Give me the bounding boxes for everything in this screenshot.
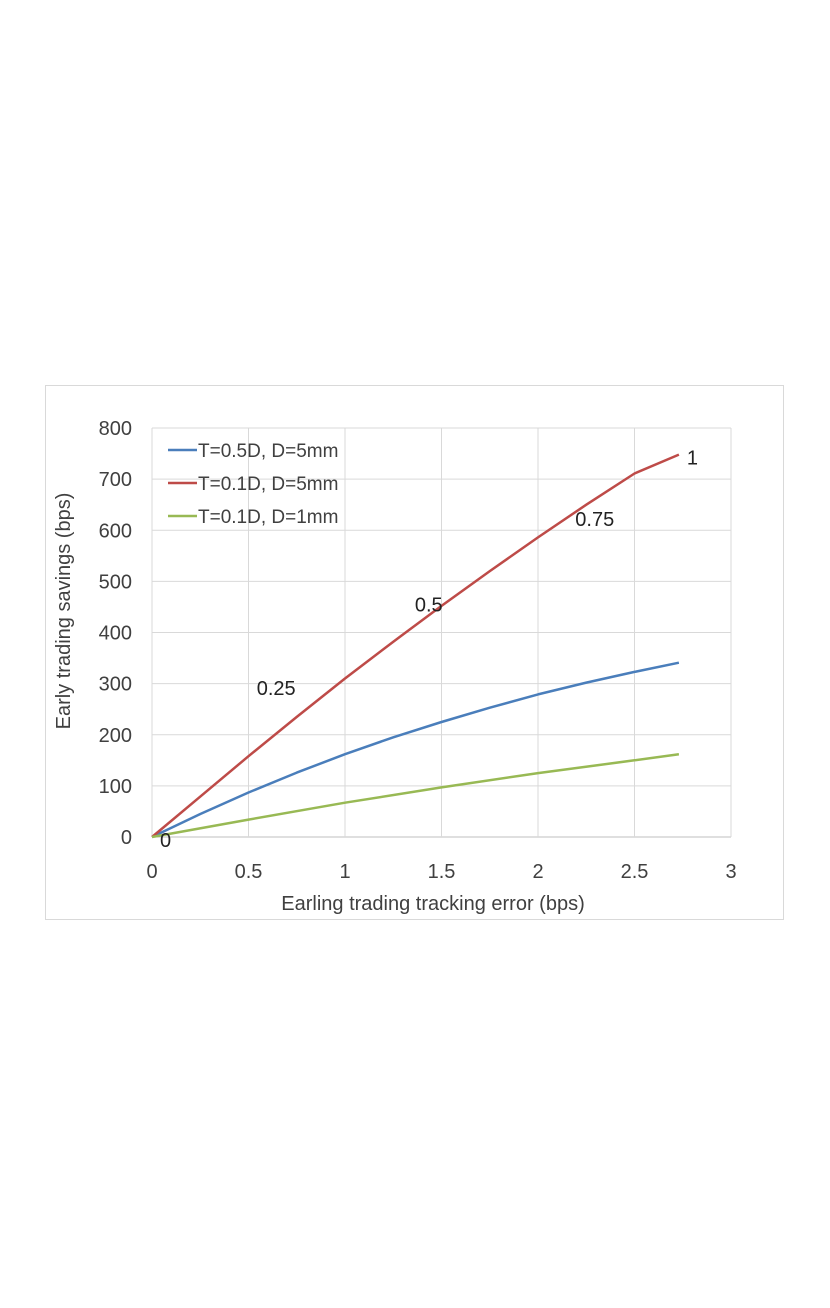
- x-tick-label: 1: [339, 861, 350, 883]
- point-label: 1: [687, 448, 698, 470]
- y-tick-label: 500: [99, 571, 132, 593]
- x-tick-label: 1.5: [428, 861, 456, 883]
- series-line-2: [151, 453, 680, 838]
- point-label: 0.75: [575, 509, 614, 531]
- x-tick-label: 2: [532, 861, 543, 883]
- series-layer: [151, 453, 680, 839]
- series-line-1: [151, 661, 680, 839]
- y-tick-label: 800: [99, 418, 132, 440]
- axes: 0 100 200 300 400 500 600 700 800 0 0.5 1 1.5 2 2.5 3: [99, 418, 737, 883]
- legend-entry: T=0.1D, D=1mm: [198, 507, 338, 528]
- legend: T=0.5D, D=5mm T=0.1D, D=5mm T=0.1D, D=1mm: [168, 441, 338, 528]
- legend-entry: T=0.1D, D=5mm: [198, 474, 338, 495]
- y-tick-label: 700: [99, 469, 132, 491]
- point-label: 0.25: [257, 678, 296, 700]
- chart-frame: [45, 385, 784, 920]
- gridlines: [151, 427, 732, 838]
- y-tick-label: 0: [121, 827, 132, 849]
- x-tick-label: 3: [725, 861, 736, 883]
- y-axis-title: Early trading savings (bps): [53, 493, 75, 730]
- y-tick-label: 400: [99, 623, 132, 645]
- point-labels: 0 0.25 0.5 0.75 1: [160, 448, 698, 852]
- y-tick-label: 300: [99, 674, 132, 696]
- y-tick-label: 200: [99, 725, 132, 747]
- point-label: 0.5: [415, 594, 443, 616]
- point-label: 0: [160, 830, 171, 852]
- y-tick-label: 600: [99, 520, 132, 542]
- legend-entry: T=0.5D, D=5mm: [198, 441, 338, 462]
- x-tick-label: 0.5: [235, 861, 263, 883]
- x-tick-label: 0: [146, 861, 157, 883]
- x-axis-title: Earling trading tracking error (bps): [281, 893, 584, 915]
- y-tick-label: 100: [99, 776, 132, 798]
- series-line-3: [151, 752, 680, 839]
- x-tick-label: 2.5: [621, 861, 649, 883]
